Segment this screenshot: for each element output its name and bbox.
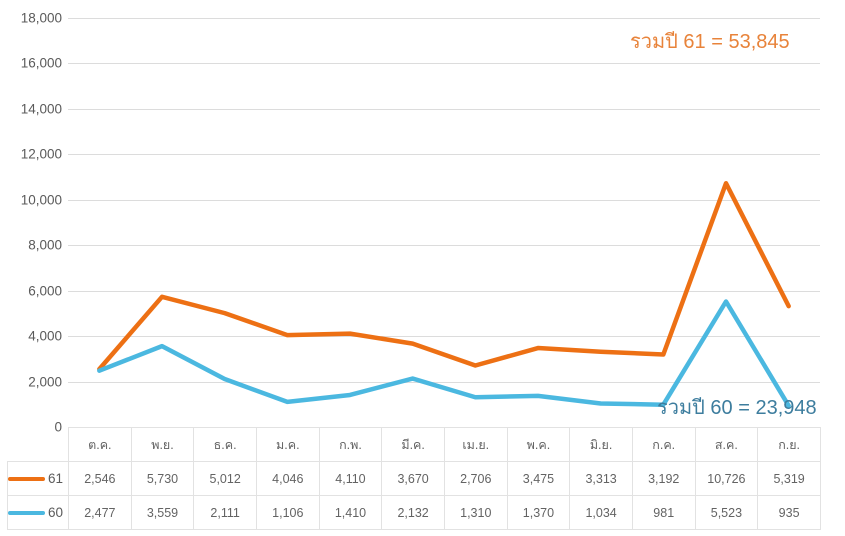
table-cell-value: 4,046 (255, 461, 320, 496)
table-cell-value: 2,477 (68, 495, 132, 530)
table-column-header: เม.ย. (443, 427, 508, 462)
gridline (68, 245, 820, 247)
series-layer (97, 181, 791, 409)
table-column-header: มี.ค. (381, 427, 445, 462)
gridline (68, 290, 820, 292)
y-axis-tick-label: 0 (54, 419, 62, 435)
gridline (68, 18, 820, 19)
gridline (68, 63, 820, 65)
table-cell-value: 2,132 (381, 495, 445, 530)
table-row: 60 2,477 3,559 2,111 1,106 1,410 2,132 1,310 1,3… (7, 495, 821, 530)
table-header: ต.ค. พ.ย. ธ.ค. ม.ค. ก.พ. มี.ค. เม.ย. พ.ค. มิ.ย. ก… (8, 427, 821, 462)
gridline (68, 381, 820, 383)
legend-swatch-icon (8, 510, 45, 515)
y-axis-tick-label: 4,000 (28, 328, 62, 344)
table-row: 61 2,546 5,730 5,012 4,046 4,110 3,670 2,706 3,4… (7, 461, 821, 496)
table-cell-value: 1,106 (255, 495, 320, 530)
gridline (68, 154, 820, 156)
table-cell-value: 2,706 (443, 461, 508, 496)
y-axis-tick-label: 18,000 (20, 10, 62, 26)
table-cell-value: 2,546 (68, 461, 132, 496)
y-axis-tick-label: 12,000 (20, 146, 62, 162)
table-cell-value: 3,313 (569, 461, 633, 496)
table-cell-value: 2,111 (193, 495, 257, 530)
table-body: 61 2,546 5,730 5,012 4,046 4,110 3,670 2,706 3,4… (7, 461, 821, 530)
table-cell-value: 3,192 (631, 461, 696, 496)
table-column-header: ม.ค. (255, 427, 320, 462)
data-table: ต.ค. พ.ย. ธ.ค. ม.ค. ก.พ. มี.ค. เม.ย. พ.ค. มิ.ย. ก… (7, 427, 821, 530)
legend-label: 60 (47, 505, 63, 520)
legend-label: 61 (47, 471, 63, 486)
legend-entry-60[interactable]: 60 (7, 495, 69, 530)
y-axis-tick-label: 16,000 (20, 55, 62, 71)
table-column-header: ต.ค. (68, 427, 132, 462)
table-cell-value: 5,730 (130, 461, 195, 496)
gridline (68, 199, 820, 201)
table-column-header: ส.ค. (694, 427, 759, 462)
table-cell-value: 981 (631, 495, 696, 530)
legend-swatch-icon (8, 476, 45, 481)
table-cell-value: 5,012 (193, 461, 257, 496)
legend-corner-cell (8, 428, 69, 462)
table-cell-value: 1,310 (443, 495, 508, 530)
table-cell-value: 3,475 (506, 461, 571, 496)
table-cell-value: 5,319 (757, 461, 821, 496)
y-axis-tick-label: 8,000 (28, 237, 62, 253)
gridline (68, 108, 820, 110)
y-axis-tick-label: 10,000 (20, 192, 62, 208)
annotation-total-60: รวมปี 60 = 23,948 (657, 397, 817, 419)
plot-area (68, 18, 820, 428)
table-cell-value: 935 (757, 495, 821, 530)
line-series-61 (97, 181, 791, 372)
table-cell-value: 3,670 (381, 461, 445, 496)
line-series-60 (97, 299, 791, 409)
table-column-header: มิ.ย. (569, 427, 633, 462)
table-column-header: พ.ค. (506, 427, 571, 462)
annotation-total-61: รวมปี 61 = 53,845 (630, 31, 790, 53)
y-axis: 18,000 16,000 14,000 12,000 10,000 8,000 6,000… (0, 0, 62, 536)
table-cell-value: 4,110 (318, 461, 383, 496)
gridline (68, 336, 820, 338)
table-column-header: ก.พ. (318, 427, 383, 462)
table-column-header: ก.ค. (631, 427, 696, 462)
y-axis-tick-label: 14,000 (20, 101, 62, 117)
table-cell-value: 1,034 (569, 495, 633, 530)
legend-entry-61[interactable]: 61 (7, 461, 69, 496)
table-column-header: ก.ย. (757, 427, 821, 462)
table-column-header: ธ.ค. (193, 427, 257, 462)
table-cell-value: 1,370 (506, 495, 571, 530)
table-column-header: พ.ย. (130, 427, 195, 462)
table-cell-value: 3,559 (130, 495, 195, 530)
y-axis-tick-label: 6,000 (28, 282, 62, 298)
table-cell-value: 10,726 (694, 461, 759, 496)
table-row-months: ต.ค. พ.ย. ธ.ค. ม.ค. ก.พ. มี.ค. เม.ย. พ.ค. มิ.ย. ก… (8, 427, 821, 462)
y-axis-tick-label: 2,000 (28, 373, 62, 389)
table-cell-value: 5,523 (694, 495, 759, 530)
table-cell-value: 1,410 (318, 495, 383, 530)
